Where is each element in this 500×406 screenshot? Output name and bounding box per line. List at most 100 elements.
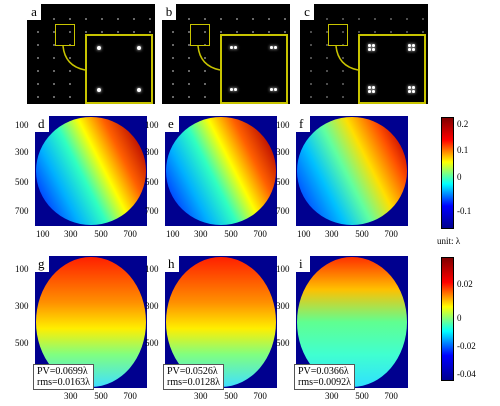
grid-spot	[284, 31, 286, 33]
zoomed-spot	[230, 88, 233, 91]
grid-spot	[117, 18, 119, 20]
grid-spot	[406, 31, 408, 33]
grid-spot	[69, 83, 71, 85]
wavefront-map-e: e	[165, 116, 277, 226]
stats-box-h: PV=0.0526λ rms=0.0128λ	[163, 364, 224, 390]
map-letter-box	[165, 116, 179, 132]
inset-selector-box	[190, 24, 210, 46]
colorbar-bottom	[441, 257, 454, 381]
grid-spot	[53, 31, 55, 33]
y-tick-label: 500	[145, 338, 159, 349]
colorbar-top-tick-1: 0.1	[457, 145, 469, 155]
grid-spot	[149, 18, 151, 20]
x-tick-label: 100	[296, 229, 311, 239]
grid-spot	[117, 31, 119, 33]
pv-value: PV=0.0526λ	[167, 366, 218, 377]
colorbar-bottom-tick-0: 0.02	[457, 279, 473, 289]
y-tick-label: 700	[276, 205, 290, 216]
y-tick-label: 500	[145, 177, 159, 187]
x-tick-label: 100	[165, 229, 180, 239]
aperture-circle	[297, 257, 407, 387]
y-tick-label: 700	[15, 205, 29, 216]
inset-connector-curve	[62, 45, 86, 71]
pv-value: PV=0.0366λ	[298, 366, 349, 377]
grid-spot	[37, 44, 39, 46]
grid-spot	[204, 83, 206, 85]
zoomed-spot	[97, 46, 101, 50]
grid-spot	[133, 31, 135, 33]
grid-spot	[342, 31, 344, 33]
grid-spot	[342, 96, 344, 98]
grid-spot	[188, 31, 190, 33]
wavefront-map-d: d	[35, 116, 147, 226]
grid-spot	[252, 18, 254, 20]
grid-spot	[310, 70, 312, 72]
aperture-circle	[297, 117, 407, 225]
grid-spot	[342, 18, 344, 20]
map-letter-box	[35, 256, 49, 272]
y-tick-label: 300	[15, 301, 29, 312]
panel-letter-b: b	[162, 4, 176, 20]
grid-spot	[101, 31, 103, 33]
panel-letter-c: c	[300, 4, 314, 20]
grid-spot	[188, 70, 190, 72]
grid-spot	[220, 18, 222, 20]
grid-spot	[133, 18, 135, 20]
grid-spot	[422, 31, 424, 33]
grid-spot	[37, 83, 39, 85]
grid-spot	[53, 44, 55, 46]
grid-spot	[204, 70, 206, 72]
y-tick-label: 300	[145, 147, 159, 158]
grid-spot	[252, 31, 254, 33]
zoomed-spot	[412, 86, 415, 89]
x-tick-label: 300	[63, 229, 78, 239]
grid-spot	[188, 57, 190, 59]
grid-spot	[37, 70, 39, 72]
grid-spot	[172, 57, 174, 59]
colorbar-top-tick-0: 0.2	[457, 119, 469, 129]
zoom-inset	[358, 34, 426, 104]
y-tick-label: 100	[276, 119, 290, 130]
grid-spot	[172, 44, 174, 46]
aperture-circle	[36, 257, 146, 387]
map-letter-box	[165, 256, 179, 272]
x-tick-label: 700	[123, 391, 137, 401]
zoomed-spot	[412, 90, 415, 93]
grid-spot	[342, 70, 344, 72]
grid-spot	[310, 57, 312, 59]
y-tick-label: 500	[15, 338, 29, 349]
grid-spot	[310, 31, 312, 33]
zoomed-spot	[372, 86, 375, 89]
grid-spot	[342, 83, 344, 85]
zoomed-spot	[97, 88, 101, 92]
grid-spot	[326, 83, 328, 85]
grid-spot	[374, 31, 376, 33]
x-tick-label: 700	[384, 229, 398, 239]
map-letter-g: g	[38, 256, 45, 271]
grid-spot	[204, 31, 206, 33]
x-tick-label: 300	[324, 391, 339, 401]
x-tick-label: 700	[253, 391, 267, 401]
grid-spot	[326, 44, 328, 46]
map-letter-f: f	[299, 116, 304, 131]
stats-box-g: PV=0.0699λ rms=0.0163λ	[33, 364, 94, 390]
spot-panel-a: a	[27, 4, 155, 104]
grid-spot	[172, 96, 174, 98]
rms-value: rms=0.0163λ	[37, 377, 90, 388]
grid-spot	[53, 96, 55, 98]
grid-spot	[310, 44, 312, 46]
grid-spot	[268, 18, 270, 20]
y-tick-label: 500	[15, 177, 29, 187]
zoomed-spot	[412, 48, 415, 51]
inset-selector-box	[328, 24, 348, 46]
colorbar-top-tick-2: 0	[457, 172, 462, 182]
colorbar-top	[441, 117, 454, 229]
x-tick-label: 500	[355, 229, 369, 239]
grid-spot	[390, 31, 392, 33]
aperture-circle	[36, 117, 146, 225]
grid-spot	[422, 18, 424, 20]
grid-spot	[149, 31, 151, 33]
map-letter-e: e	[168, 116, 174, 131]
grid-spot	[69, 18, 71, 20]
pv-value: PV=0.0699λ	[37, 366, 88, 377]
